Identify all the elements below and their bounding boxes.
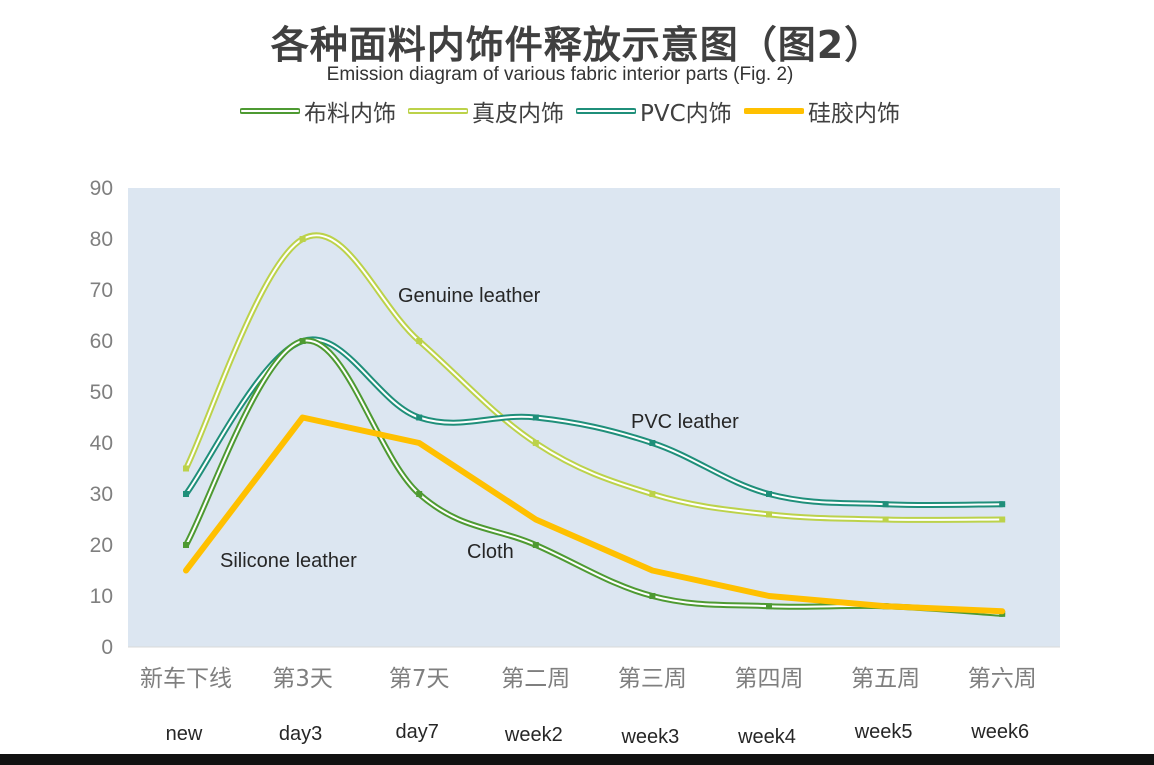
data-point-silicone [302, 417, 304, 418]
legend-item-cloth: 布料内饰 [240, 94, 396, 128]
y-tick-label: 60 [90, 330, 113, 353]
x-tick-label: 第四周 [735, 666, 804, 692]
data-point-silicone [651, 570, 653, 571]
x-tick-label: 第六周 [968, 666, 1037, 692]
annotation-genuine-leather: Genuine leather [398, 285, 541, 307]
legend-label-cloth: 布料内饰 [304, 101, 396, 127]
data-point-cloth [649, 593, 656, 599]
data-point-pvc [882, 501, 889, 508]
legend-item-silicone: 硅胶内饰 [744, 94, 900, 128]
annotation-pvc-leather: PVC leather [631, 411, 739, 433]
data-point-pvc [416, 414, 423, 421]
legend-label-pvc: PVC内饰 [640, 101, 732, 127]
x-category-en-label: day3 [279, 723, 322, 745]
data-point-silicone [185, 570, 187, 571]
chart-title: 各种面料内饰件释放示意图（图2） [270, 23, 884, 67]
data-point-cloth [416, 491, 423, 497]
data-point-genuine-leather [649, 491, 656, 497]
legend-label-silicone: 硅胶内饰 [808, 101, 900, 127]
x-tick-label: 第五周 [851, 666, 920, 692]
y-tick-label: 30 [90, 483, 113, 506]
x-category-en-label: week3 [620, 726, 679, 748]
data-point-genuine-leather [299, 236, 306, 242]
y-tick-label: 80 [90, 228, 113, 251]
data-point-cloth [766, 603, 772, 610]
data-point-pvc [999, 501, 1006, 508]
data-point-pvc [532, 414, 539, 421]
y-tick-label: 20 [90, 534, 113, 557]
plot-area [128, 188, 1060, 647]
y-tick-label: 70 [90, 279, 113, 302]
data-point-silicone [535, 519, 537, 520]
legend-swatch-genuine-leather [408, 108, 468, 114]
annotation-silicone-leather: Silicone leather [220, 550, 357, 572]
x-tick-label: 第3天 [272, 666, 333, 692]
series-line-silicone [183, 414, 1006, 615]
legend-item-genuine-leather: 真皮内饰 [408, 94, 564, 128]
x-category-en-label: week2 [504, 724, 563, 746]
data-point-silicone [885, 605, 887, 607]
data-point-genuine-leather [882, 516, 889, 523]
y-tick-label: 0 [101, 636, 113, 659]
data-point-genuine-leather [183, 465, 189, 472]
data-point-silicone [1001, 610, 1003, 612]
data-point-genuine-leather [999, 516, 1006, 523]
legend-swatch-pvc [576, 108, 636, 114]
data-point-genuine-leather [766, 511, 772, 518]
y-tick-label: 90 [90, 177, 113, 200]
x-category-en-label: week4 [737, 726, 796, 748]
x-tick-label: 第7天 [389, 666, 450, 692]
data-point-genuine-leather [416, 338, 423, 344]
legend-swatch-cloth [240, 108, 300, 114]
x-tick-label: 新车下线 [140, 666, 232, 692]
x-tick-label: 第二周 [501, 666, 570, 692]
y-tick-label: 50 [90, 381, 113, 404]
y-tick-label: 10 [90, 585, 113, 608]
data-point-genuine-leather [532, 440, 539, 446]
data-point-pvc [649, 440, 656, 446]
data-point-silicone [418, 442, 420, 444]
data-point-cloth [183, 542, 189, 548]
data-point-cloth [532, 542, 539, 548]
x-category-en-label: week5 [854, 721, 913, 743]
x-category-en-label: day7 [396, 721, 439, 743]
bottom-border [0, 754, 1154, 765]
data-point-cloth [299, 338, 306, 344]
x-category-en-label: week6 [970, 721, 1029, 743]
legend-item-pvc: PVC内饰 [576, 94, 732, 128]
legend-swatch-silicone [744, 108, 804, 114]
x-category-en-label: new [166, 723, 203, 745]
data-point-pvc [183, 491, 189, 497]
legend: 布料内饰 真皮内饰 PVC内饰 硅胶内饰 [240, 94, 940, 128]
data-point-silicone [768, 595, 770, 597]
legend-label-genuine-leather: 真皮内饰 [472, 101, 564, 127]
y-tick-label: 40 [90, 432, 113, 455]
data-point-pvc [766, 491, 772, 497]
x-tick-label: 第三周 [618, 666, 687, 692]
chart-subtitle: Emission diagram of various fabric inter… [326, 64, 794, 85]
annotation-cloth: Cloth [467, 541, 514, 563]
